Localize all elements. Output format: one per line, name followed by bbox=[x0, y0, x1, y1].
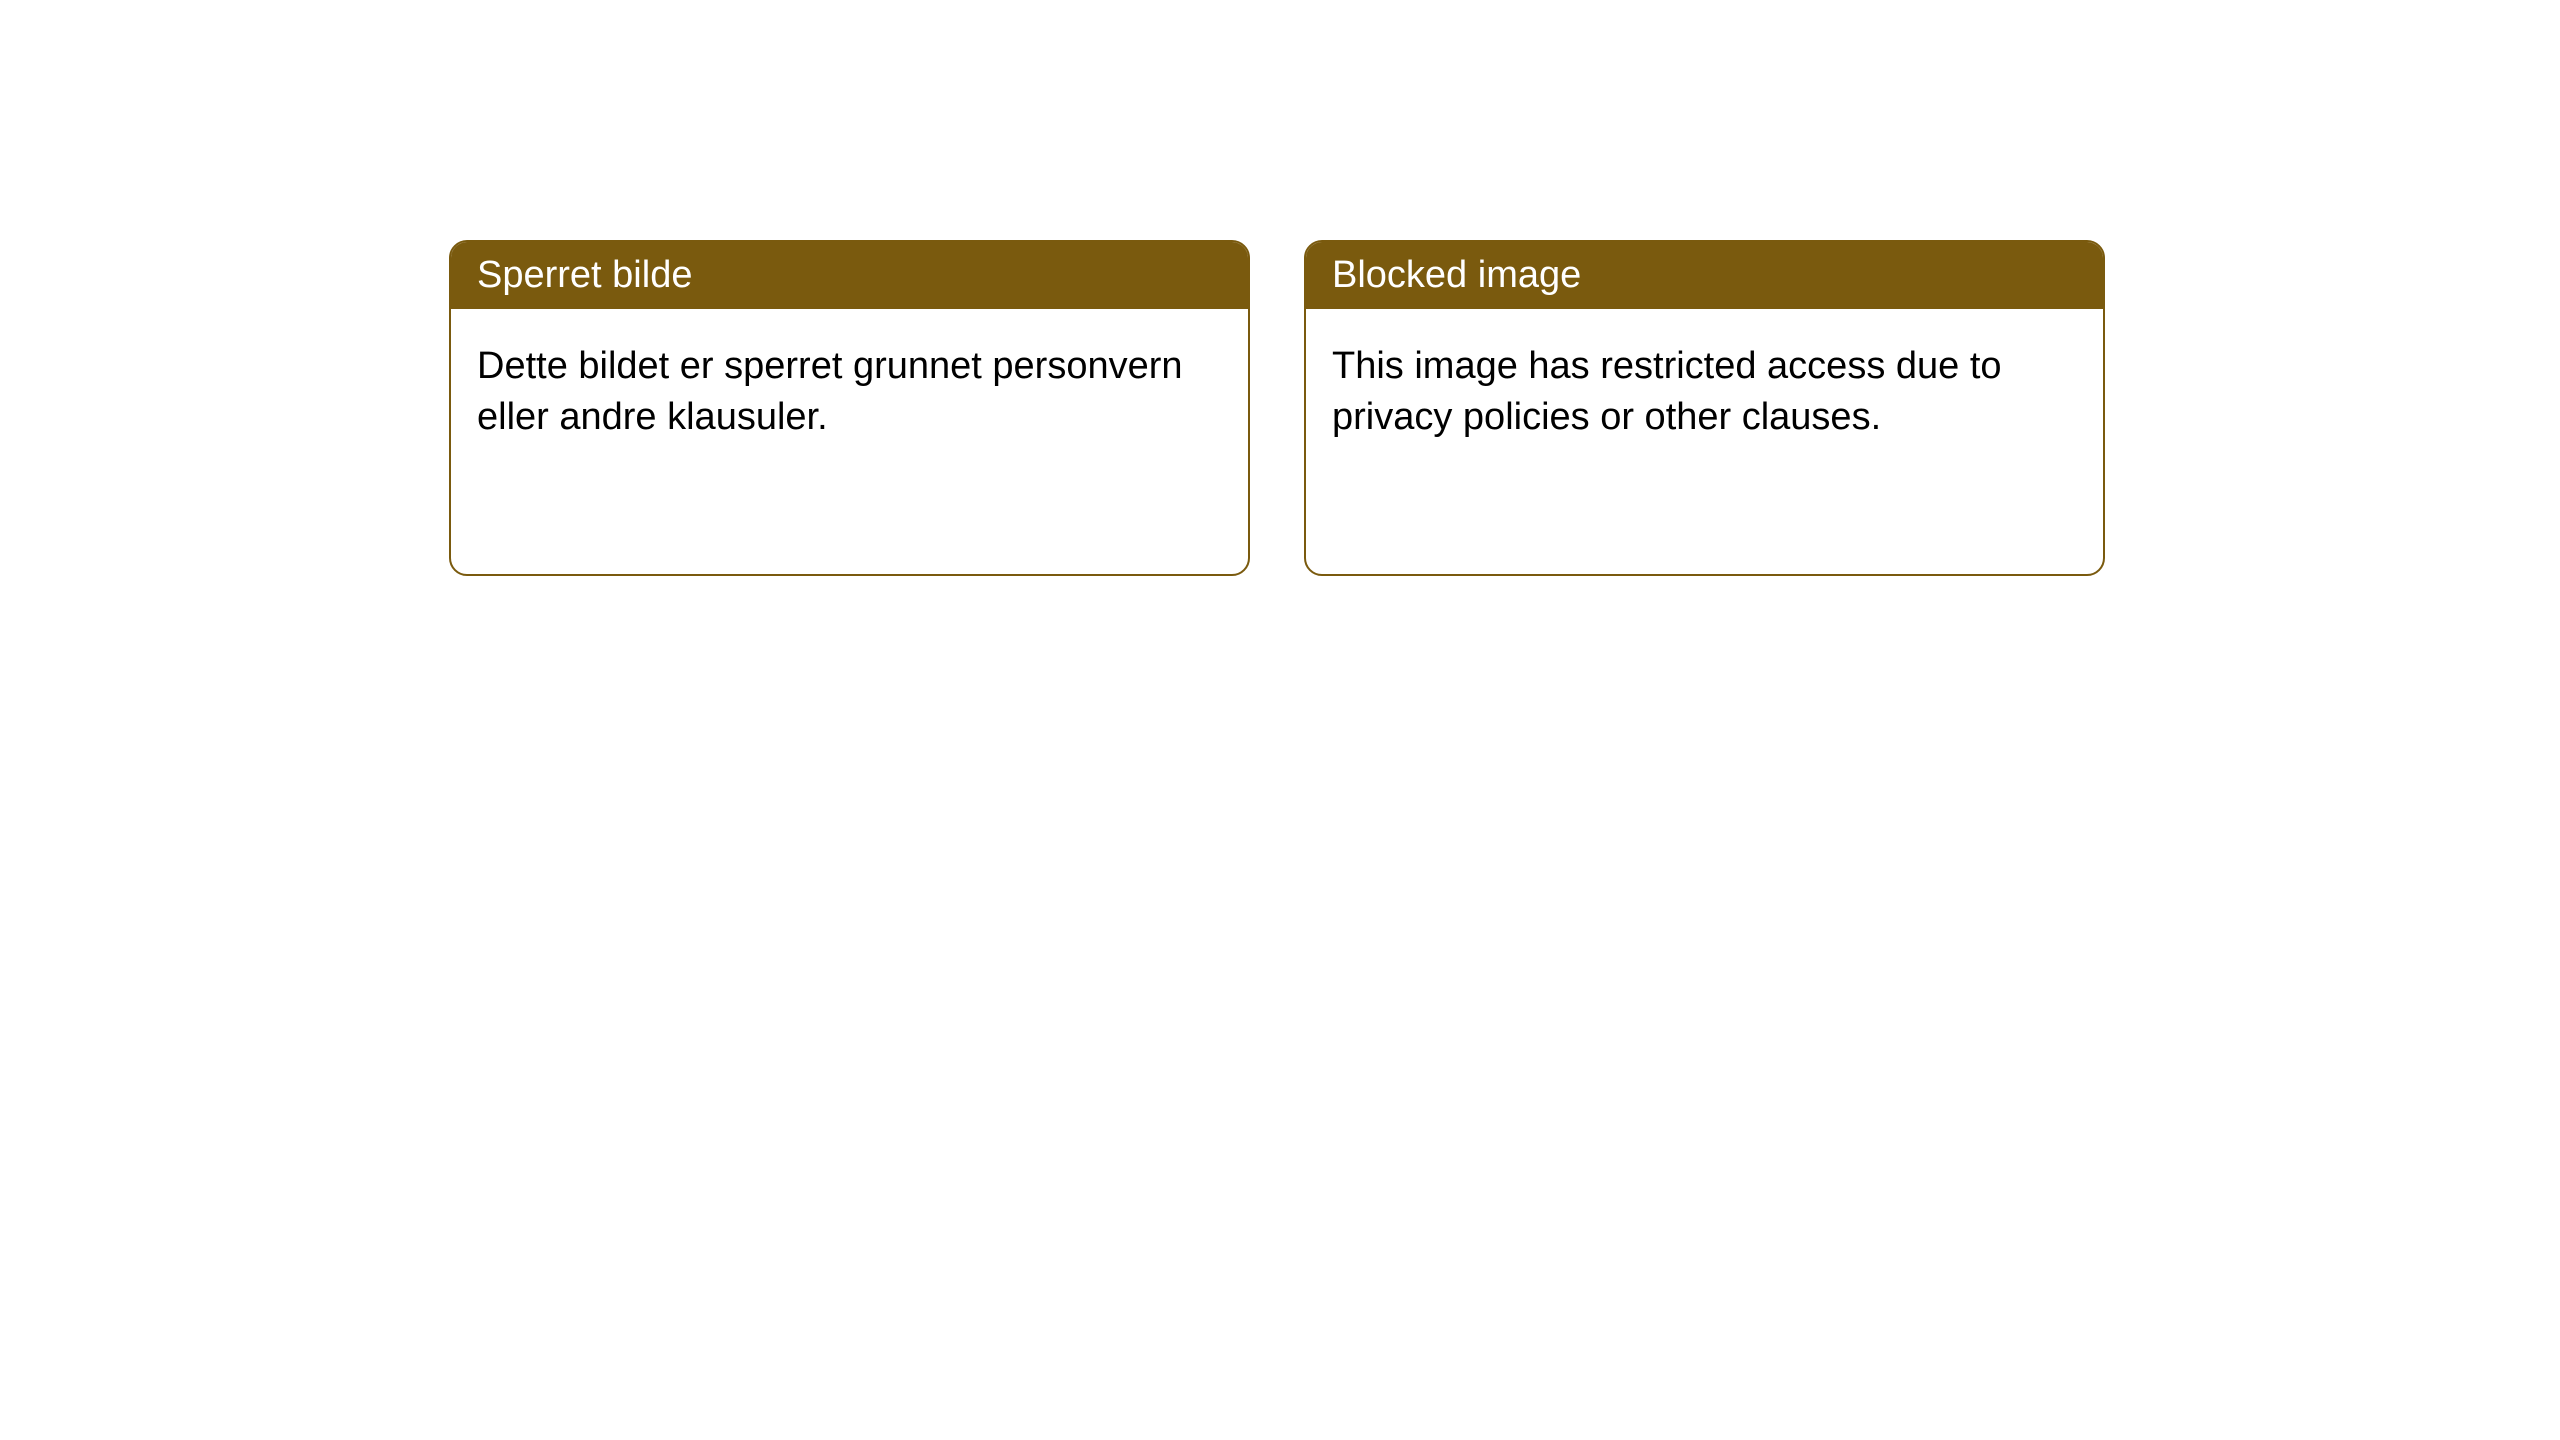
cards-container: Sperret bilde Dette bildet er sperret gr… bbox=[449, 240, 2105, 576]
card-title: Sperret bilde bbox=[477, 254, 692, 296]
card-body-text: This image has restricted access due to … bbox=[1332, 345, 2002, 438]
card-body: Dette bildet er sperret grunnet personve… bbox=[451, 309, 1248, 476]
card-norwegian: Sperret bilde Dette bildet er sperret gr… bbox=[449, 240, 1250, 576]
card-header: Sperret bilde bbox=[451, 242, 1248, 309]
card-header: Blocked image bbox=[1306, 242, 2103, 309]
card-title: Blocked image bbox=[1332, 254, 1581, 296]
card-english: Blocked image This image has restricted … bbox=[1304, 240, 2105, 576]
card-body: This image has restricted access due to … bbox=[1306, 309, 2103, 476]
card-body-text: Dette bildet er sperret grunnet personve… bbox=[477, 345, 1183, 438]
